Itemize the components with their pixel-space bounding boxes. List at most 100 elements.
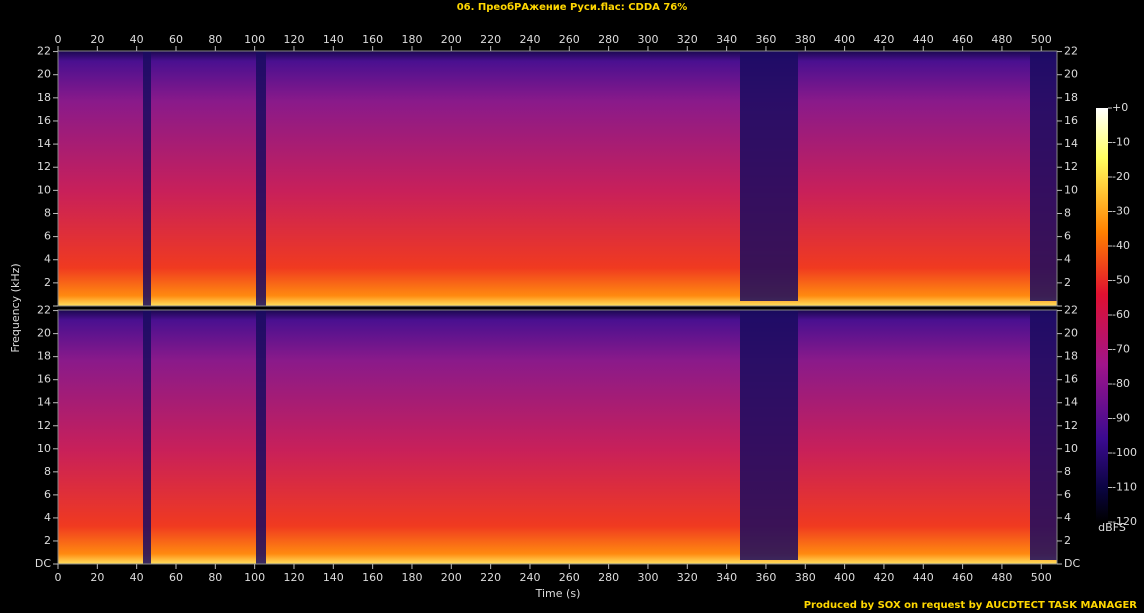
x-tick-label: 200 <box>441 571 462 584</box>
y-tick-label: 22 <box>1064 45 1078 58</box>
y-tick-label: 6 <box>1064 230 1071 243</box>
x-tick-label: 340 <box>716 33 737 46</box>
x-tick-label: 460 <box>952 571 973 584</box>
x-tick-label: 160 <box>362 571 383 584</box>
x-tick-label: 120 <box>283 33 304 46</box>
y-tick-label: 12 <box>37 160 51 173</box>
y-tick-label: 12 <box>37 419 51 432</box>
colorbar-tick-label: -40 <box>1112 239 1130 252</box>
x-tick-label: 420 <box>873 33 894 46</box>
x-tick-label: 260 <box>559 571 580 584</box>
y-tick-label: 12 <box>1064 419 1078 432</box>
x-tick-label: 340 <box>716 571 737 584</box>
x-tick-label: 40 <box>130 33 144 46</box>
x-tick-label: 80 <box>208 571 222 584</box>
x-tick-label: 20 <box>90 33 104 46</box>
y-tick-label: 2 <box>1064 534 1071 547</box>
x-tick-label: 220 <box>480 33 501 46</box>
y-tick-label: 10 <box>37 183 51 196</box>
colorbar-tick-label: -100 <box>1112 446 1137 459</box>
colorbar-tick-label: -70 <box>1112 343 1130 356</box>
x-tick-label: 440 <box>913 571 934 584</box>
y-tick-label: 6 <box>44 230 51 243</box>
y-tick-label: DC <box>35 557 51 570</box>
y-tick-label: 16 <box>37 114 51 127</box>
y-tick-label: 2 <box>1064 276 1071 289</box>
x-tick-label: 140 <box>323 33 344 46</box>
x-tick-label: 300 <box>637 33 658 46</box>
x-tick-label: 360 <box>755 571 776 584</box>
y-tick-label: 16 <box>1064 373 1078 386</box>
x-tick-label: 120 <box>283 571 304 584</box>
colorbar-tick-label: -10 <box>1112 136 1130 149</box>
chart-title: 06. ПреобРАжение Руси.flac: CDDA 76% <box>457 1 688 13</box>
y-tick-label: 14 <box>37 396 51 409</box>
x-tick-label: 100 <box>244 33 265 46</box>
x-tick-label: 500 <box>1031 33 1052 46</box>
y-tick-label: 22 <box>37 45 51 58</box>
x-tick-label: 380 <box>795 33 816 46</box>
x-tick-label: 0 <box>55 571 62 584</box>
colorbar-tick-label: +0 <box>1112 101 1128 114</box>
x-tick-label: 200 <box>441 33 462 46</box>
x-tick-label: 20 <box>90 571 104 584</box>
x-tick-label: 100 <box>244 571 265 584</box>
y-tick-label: 4 <box>1064 253 1071 266</box>
y-tick-label: 18 <box>1064 350 1078 363</box>
y-tick-label: 20 <box>37 68 51 81</box>
y-tick-label: 2 <box>44 534 51 547</box>
x-tick-label: 0 <box>55 33 62 46</box>
y-axis-label: Frequency (kHz) <box>9 263 22 352</box>
colorbar-label: dBFS <box>1098 521 1126 534</box>
y-tick-label: 16 <box>1064 114 1078 127</box>
y-tick-label: 2 <box>44 276 51 289</box>
x-tick-label: 240 <box>519 571 540 584</box>
y-tick-label: 20 <box>37 327 51 340</box>
y-tick-label: 8 <box>1064 206 1071 219</box>
spectrogram-image <box>58 51 1057 564</box>
x-tick-label: 320 <box>677 571 698 584</box>
x-tick-label: 260 <box>559 33 580 46</box>
footer: Produced by SOX on request by AUCDTECT T… <box>804 600 1138 611</box>
colorbar-tick-label: -90 <box>1112 412 1130 425</box>
x-axis-label: Time (s) <box>535 587 581 600</box>
x-tick-label: 60 <box>169 571 183 584</box>
colorbar-tick-label: -80 <box>1112 377 1130 390</box>
y-tick-label: 4 <box>44 253 51 266</box>
y-tick-label: 18 <box>37 350 51 363</box>
x-tick-label: 240 <box>519 33 540 46</box>
x-tick-label: 440 <box>913 33 934 46</box>
x-tick-label: 300 <box>637 571 658 584</box>
x-tick-label: 360 <box>755 33 776 46</box>
x-tick-label: 280 <box>598 571 619 584</box>
plot-frame <box>57 50 1058 307</box>
x-tick-label: 220 <box>480 571 501 584</box>
x-tick-label: 320 <box>677 33 698 46</box>
x-tick-label: 280 <box>598 33 619 46</box>
y-tick-label: 14 <box>1064 396 1078 409</box>
colorbar <box>1096 108 1108 522</box>
x-tick-label: 180 <box>401 33 422 46</box>
colorbar-tick-label: -110 <box>1112 481 1137 494</box>
colorbar-tick-label: -60 <box>1112 308 1130 321</box>
y-tick-label: 4 <box>44 511 51 524</box>
y-tick-label: 10 <box>1064 183 1078 196</box>
x-tick-label: 420 <box>873 571 894 584</box>
y-tick-label: 18 <box>1064 91 1078 104</box>
y-tick-label: 4 <box>1064 511 1071 524</box>
x-tick-label: 40 <box>130 571 144 584</box>
y-tick-label: 6 <box>1064 488 1071 501</box>
x-tick-label: 140 <box>323 571 344 584</box>
y-tick-label: 22 <box>37 304 51 317</box>
y-tick-label: 8 <box>1064 465 1071 478</box>
y-tick-label: 16 <box>37 373 51 386</box>
y-tick-label: 8 <box>44 206 51 219</box>
y-tick-label: 6 <box>44 488 51 501</box>
y-tick-label: 14 <box>37 137 51 150</box>
plot-frame <box>57 309 1058 565</box>
y-tick-label: DC <box>1064 557 1080 570</box>
x-tick-label: 380 <box>795 571 816 584</box>
y-tick-label: 12 <box>1064 160 1078 173</box>
x-tick-label: 80 <box>208 33 222 46</box>
